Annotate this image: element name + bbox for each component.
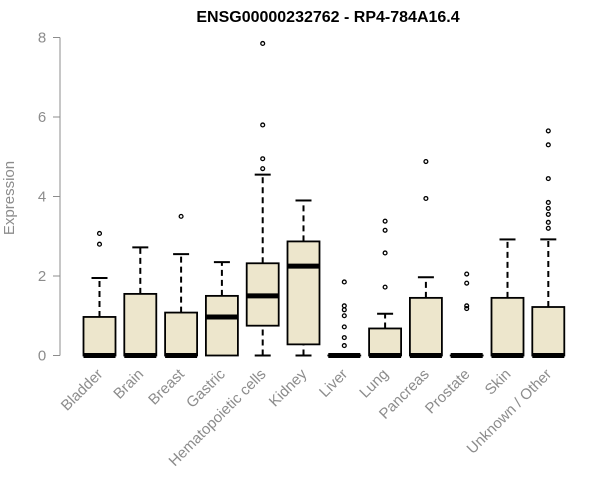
outlier-point [260,122,266,128]
outlier-point [545,225,551,231]
y-tick-label: 2 [38,268,46,285]
outlier-point [341,343,347,349]
box-group [286,199,321,357]
outlier-point [464,280,470,286]
outlier-point [382,284,388,290]
outlier-point [260,166,266,172]
outlier-point [545,219,551,225]
outlier-point [423,195,429,202]
outlier-point [545,205,551,211]
y-tick-label: 8 [38,30,46,47]
box-group [327,279,362,358]
outlier-point [96,241,103,247]
x-tick-label: Kidney [266,365,311,410]
y-axis-label: Expression [1,161,18,235]
outlier-point [260,40,266,47]
box-group [368,218,403,358]
outlier-point [464,271,470,277]
box-iqr [490,296,525,357]
x-tick-label: Breast [145,365,188,408]
outlier-point [260,156,266,162]
box-group [408,158,443,358]
y-axis: 0 2 4 6 8 [38,30,61,365]
y-tick-label: 6 [38,109,46,126]
outlier-point [545,128,551,134]
outlier-point [96,230,103,237]
box-iqr [164,311,199,357]
box-iqr [123,292,158,357]
box-group [531,128,566,358]
box-iqr [286,240,321,346]
plot-area [82,40,566,358]
box-group [123,246,158,358]
outlier-point [464,306,470,312]
outlier-point [341,279,347,285]
x-tick-label: Bladder [58,366,107,415]
box-group [449,271,484,358]
outlier-point [545,142,551,148]
outlier-point [545,199,551,206]
box-iqr [204,294,239,357]
box-iqr [531,306,566,357]
outlier-point [341,303,347,309]
x-tick-label: Brain [110,366,147,403]
outlier-point [341,335,347,341]
outlier-point [382,250,388,256]
box-group [82,230,117,358]
outlier-point [341,307,347,313]
box-iqr [82,316,117,357]
chart-title: ENSG00000232762 - RP4-784A16.4 [196,9,459,26]
box-group [245,40,280,357]
x-tick-label: Skin [482,366,515,399]
x-tick-label: Lung [356,366,392,402]
box-group [204,261,239,357]
x-tick-label: Liver [316,366,351,401]
outlier-point [545,176,551,182]
y-tick-label: 4 [38,189,46,206]
outlier-point [464,303,470,309]
outlier-point [178,213,184,219]
outlier-point [341,324,347,330]
box-group [164,213,199,358]
y-tick-label: 0 [38,348,46,365]
outlier-point [382,227,388,233]
outlier-point [545,211,551,217]
x-tick-label: Prostate [422,366,474,418]
box-iqr [408,296,443,357]
outlier-point [382,218,388,224]
box-group [490,238,525,358]
box-iqr [368,327,403,357]
outlier-point [341,313,347,319]
outlier-point [423,158,429,165]
